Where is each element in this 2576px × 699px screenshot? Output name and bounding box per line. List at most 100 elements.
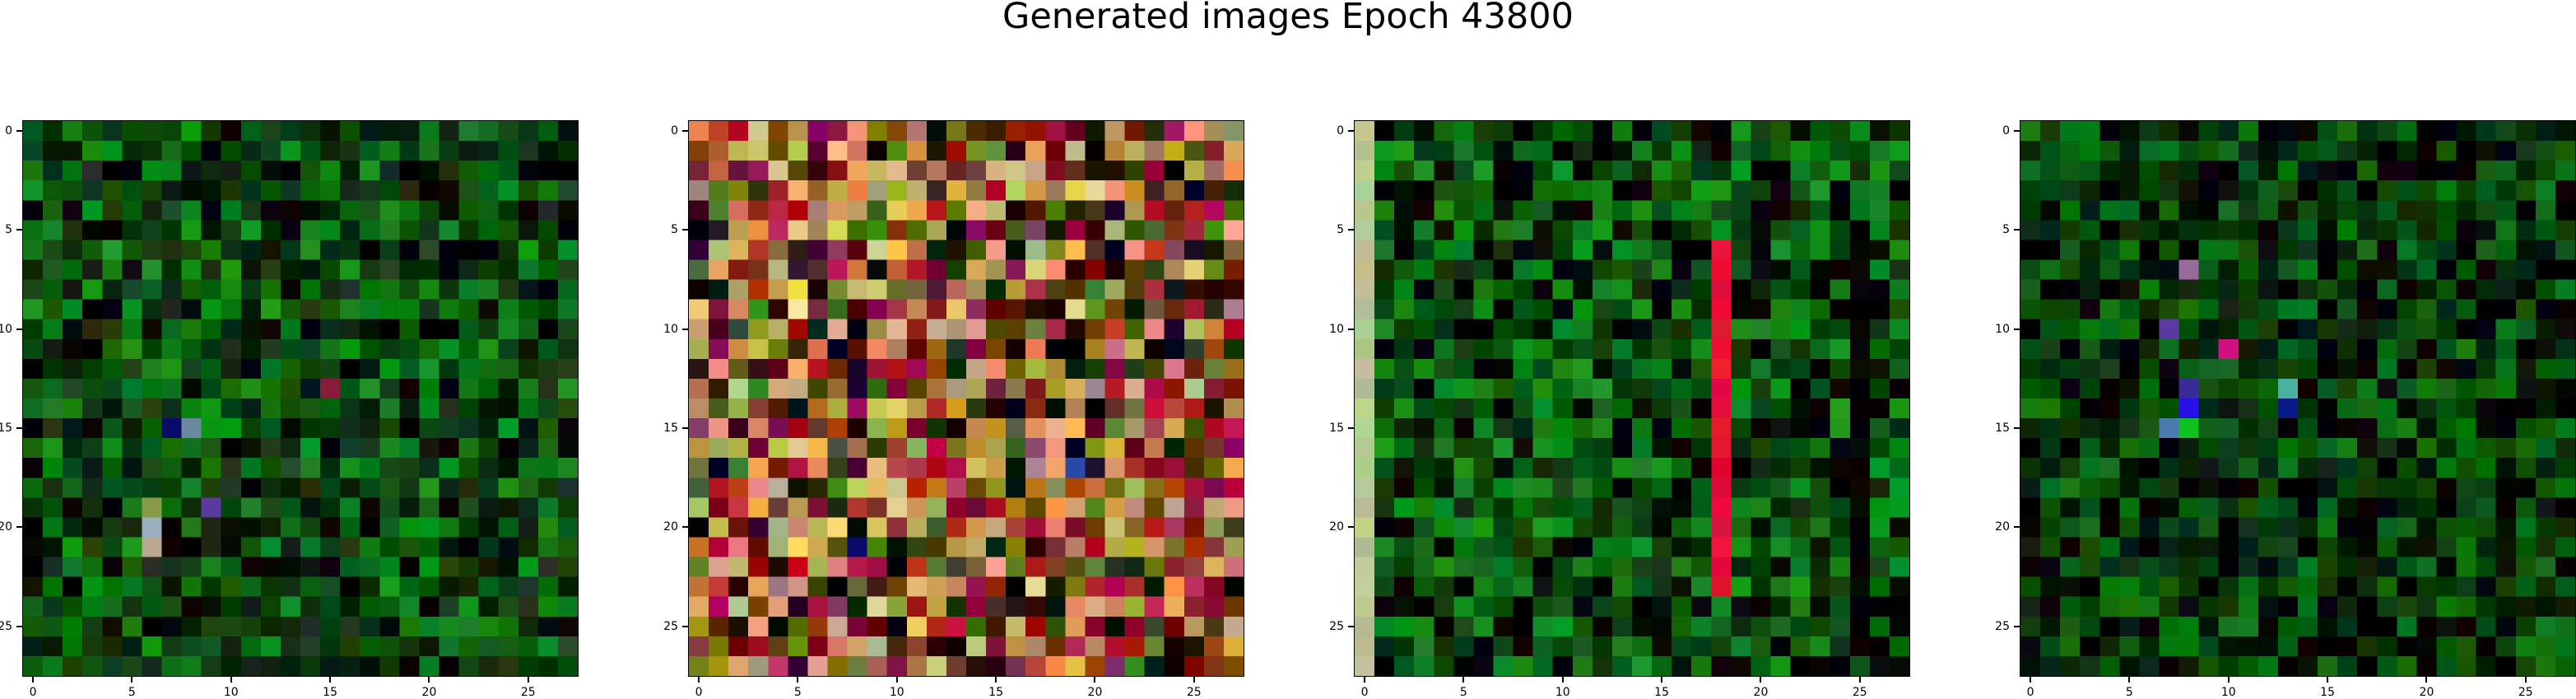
y-tick-mark [1348,328,1354,330]
y-tick-label: 15 [1995,422,2010,436]
x-tick-label: 15 [323,686,337,699]
y-tick-label: 5 [1337,223,1344,237]
x-tick-label: 10 [2220,686,2236,699]
x-tick-label: 15 [2320,686,2335,699]
x-tick-label: 20 [1753,686,1769,699]
x-tick-mark [995,677,997,683]
x-tick-mark [428,677,430,683]
y-tick-label: 10 [0,322,12,336]
y-tick-label: 5 [5,223,12,237]
y-tick-mark [16,427,22,430]
x-tick-mark [2327,677,2329,683]
image-axes-frame [2020,120,2576,677]
y-tick-label: 5 [671,223,678,237]
image-axes-frame [22,120,579,677]
y-tick-mark [1348,526,1354,529]
y-tick-mark [682,625,688,627]
x-tick-label: 5 [2125,686,2133,699]
x-tick-mark [1858,677,1861,683]
x-tick-label: 25 [1852,686,1867,699]
y-tick-mark [2014,328,2020,330]
y-tick-mark [2014,526,2020,529]
x-tick-label: 20 [2419,686,2434,699]
x-tick-label: 20 [1087,686,1103,699]
y-tick-mark [1348,625,1354,627]
image-panel-3: 0 5 10 15 20 25 0 5 10 15 20 25 [1329,120,1910,698]
generated-image-3 [1355,121,1909,676]
x-tick-mark [2524,677,2527,683]
x-tick-label: 0 [29,686,37,699]
image-panel-4: 0 5 10 15 20 25 0 5 10 15 20 25 [1995,120,2576,698]
image-axes-frame [1354,120,1910,677]
y-tick-label: 20 [1995,520,2010,534]
y-tick-mark [682,427,688,430]
y-tick-label: 25 [1329,619,1344,633]
x-tick-mark [698,677,700,683]
x-tick-mark [131,677,133,683]
image-axes-frame [688,120,1244,677]
y-tick-mark [682,229,688,231]
x-tick-mark [2227,677,2230,683]
y-tick-label: 15 [1329,422,1344,436]
y-tick-label: 20 [663,520,678,534]
y-tick-label: 0 [2002,124,2010,138]
y-tick-mark [682,328,688,330]
y-tick-mark [1348,229,1354,231]
y-tick-mark [2014,625,2020,627]
y-tick-mark [682,526,688,529]
y-tick-label: 10 [663,322,678,336]
y-tick-mark [2014,130,2020,133]
y-tick-label: 15 [663,422,678,436]
x-tick-mark [1760,677,1762,683]
x-tick-label: 5 [793,686,802,699]
y-tick-mark [1348,427,1354,430]
figure-title: Generated images Epoch 43800 [1002,0,1574,37]
x-tick-label: 25 [520,686,536,699]
x-tick-mark [329,677,332,683]
y-tick-label: 25 [663,619,678,633]
x-tick-label: 15 [988,686,1003,699]
x-tick-mark [1661,677,1663,683]
x-tick-mark [32,677,35,683]
generated-image-1 [23,121,578,676]
x-tick-mark [2128,677,2131,683]
x-tick-mark [527,677,529,683]
y-tick-label: 25 [0,619,12,633]
x-tick-mark [230,677,232,683]
image-panel-1: 0 5 10 15 20 25 0 5 10 15 20 25 [0,120,579,698]
x-tick-label: 10 [1555,686,1570,699]
x-tick-mark [1561,677,1564,683]
x-tick-mark [2030,677,2032,683]
y-tick-label: 0 [1337,124,1344,138]
y-tick-mark [16,229,22,231]
x-tick-label: 0 [695,686,703,699]
x-tick-label: 5 [1459,686,1467,699]
generated-image-4 [2020,121,2575,676]
y-tick-label: 5 [2002,223,2010,237]
y-tick-label: 0 [5,124,12,138]
generated-image-2 [689,121,1244,676]
y-tick-label: 0 [671,124,678,138]
x-tick-mark [797,677,799,683]
x-tick-label: 10 [223,686,239,699]
y-tick-mark [2014,427,2020,430]
y-tick-mark [682,130,688,133]
y-tick-mark [16,130,22,133]
y-tick-label: 25 [1995,619,2010,633]
x-tick-mark [2425,677,2428,683]
x-tick-label: 0 [2026,686,2034,699]
x-tick-mark [1462,677,1465,683]
y-tick-mark [2014,229,2020,231]
y-tick-mark [16,625,22,627]
y-tick-label: 15 [0,422,12,436]
y-tick-mark [16,328,22,330]
x-tick-mark [1193,677,1195,683]
x-tick-label: 20 [421,686,437,699]
x-tick-label: 25 [2518,686,2533,699]
image-panel-2: 0 5 10 15 20 25 0 5 10 15 20 25 [663,120,1244,698]
x-tick-mark [895,677,898,683]
x-tick-label: 25 [1186,686,1202,699]
y-tick-mark [16,526,22,529]
x-tick-label: 5 [128,686,136,699]
y-tick-mark [1348,130,1354,133]
